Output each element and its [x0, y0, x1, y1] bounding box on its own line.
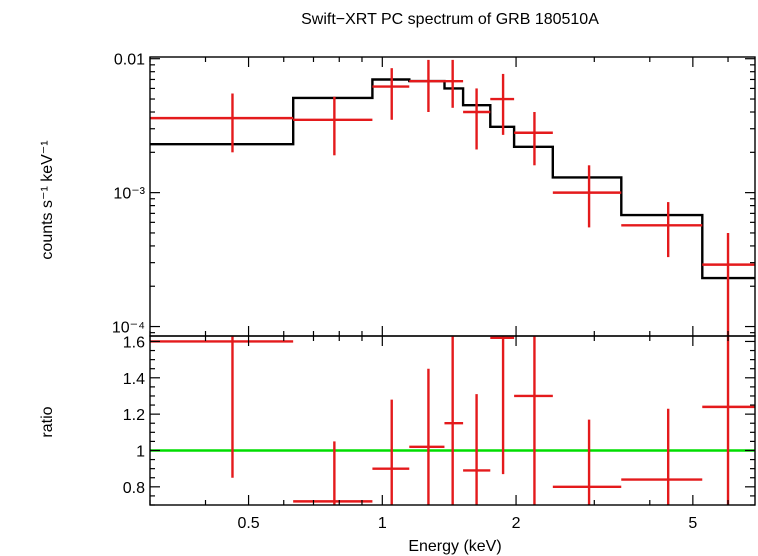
spectrum-data-point — [490, 73, 515, 135]
x-tick-label: 2 — [512, 515, 521, 532]
spectrum-y-tick-label: 10⁻⁴ — [112, 320, 145, 337]
x-axis-label: Energy (keV) — [408, 538, 501, 555]
ratio-data-point — [514, 336, 553, 505]
spectrum-data-point — [463, 88, 491, 150]
ratio-y-axis-label: ratio — [39, 406, 56, 437]
spectrum-data-point — [514, 112, 553, 166]
ratio-y-tick-label: 1.6 — [123, 334, 145, 351]
x-tick-label: 0.5 — [237, 515, 259, 532]
ratio-data-point — [552, 419, 622, 505]
x-tick-label: 1 — [378, 515, 387, 532]
spectrum-y-tick-label: 10⁻³ — [113, 186, 145, 203]
ratio-y-tick-label: 0.8 — [123, 480, 145, 497]
ratio-data-point — [621, 408, 703, 505]
spectrum-data-point — [372, 68, 410, 120]
ratio-data-point — [150, 336, 294, 478]
x-tick-label: 5 — [688, 515, 697, 532]
spectrum-model-step-line — [150, 78, 755, 280]
spectrum-data-point — [150, 93, 294, 153]
spectrum-data-point — [293, 96, 373, 156]
spectrum-data-point — [552, 165, 622, 228]
spectrum-data-point — [444, 59, 464, 108]
ratio-y-tick-label: 1.2 — [123, 407, 145, 424]
ratio-data-point — [490, 336, 515, 475]
spectrum-data-point — [409, 59, 445, 113]
spectrum-data-point — [702, 232, 755, 336]
ratio-panel-frame — [149, 335, 756, 506]
ratio-data-point — [372, 399, 410, 505]
ratio-y-tick-label: 1.4 — [123, 371, 145, 388]
ratio-data-point — [463, 394, 491, 505]
ratio-data-point — [702, 336, 755, 505]
spectrum-y-tick-label: 0.01 — [114, 52, 145, 69]
spectrum-data-point — [621, 202, 703, 258]
chart-title: Swift−XRT PC spectrum of GRB 180510A — [301, 11, 599, 28]
ratio-data-point — [444, 336, 464, 505]
spectrum-y-axis-label: counts s⁻¹ keV⁻¹ — [39, 140, 56, 259]
ratio-data-point — [293, 441, 373, 505]
ratio-y-tick-label: 1 — [136, 443, 145, 460]
ratio-data-point — [409, 368, 445, 505]
